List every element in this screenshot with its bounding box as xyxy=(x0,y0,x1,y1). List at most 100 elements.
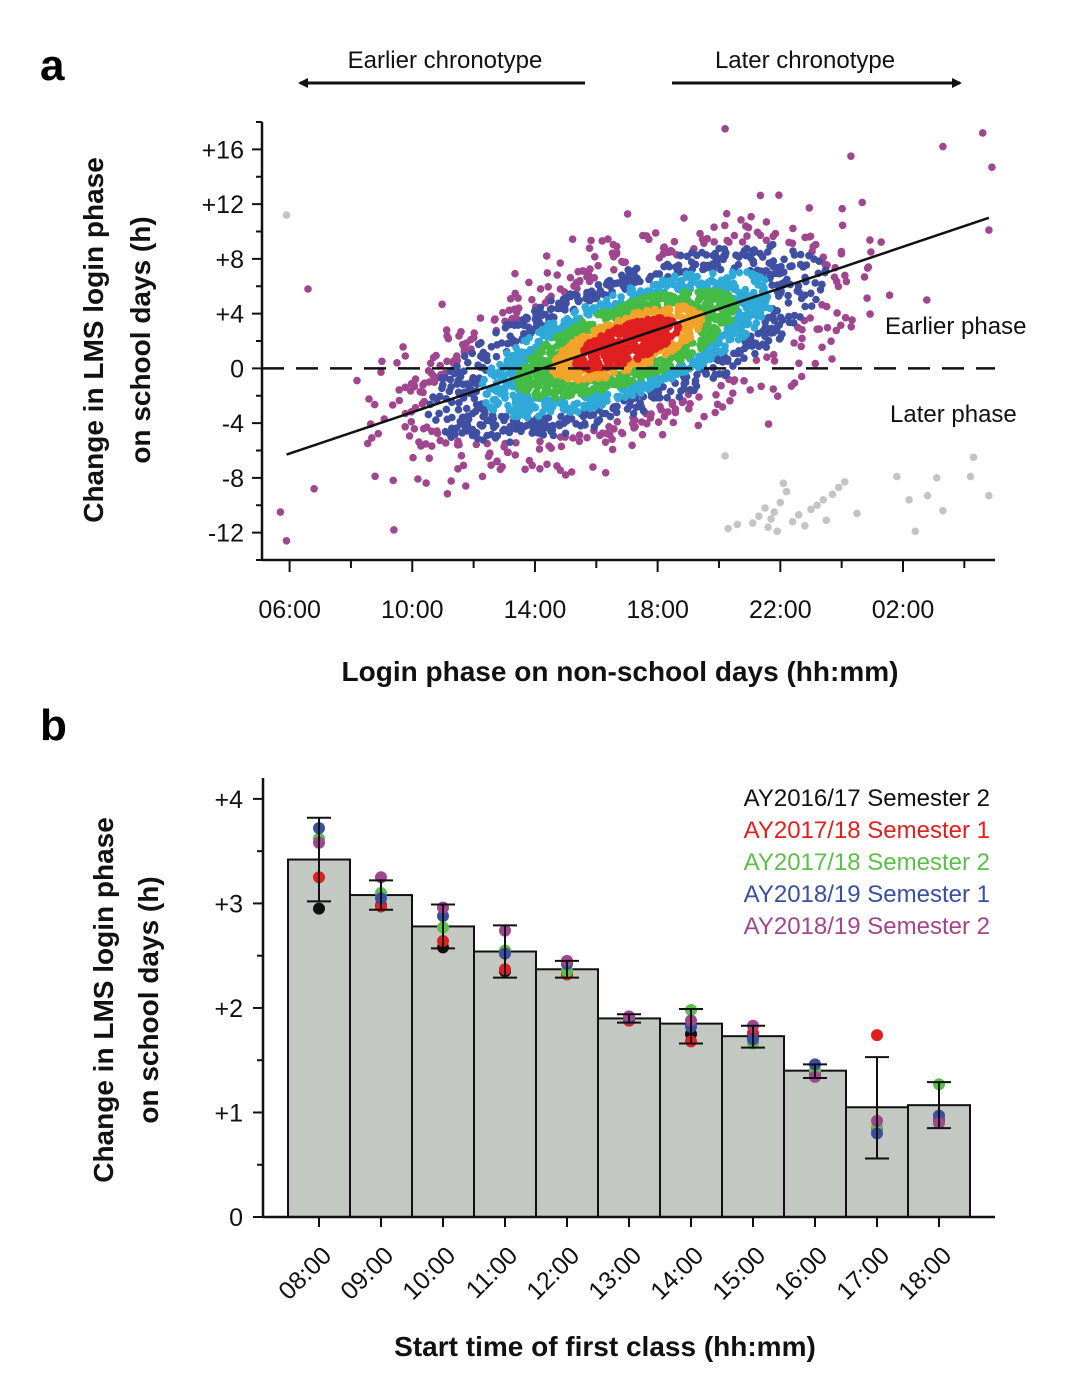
scatter-point xyxy=(754,329,762,338)
scatter-point xyxy=(598,237,606,245)
scatter-point xyxy=(459,461,468,470)
scatter-point xyxy=(395,396,404,405)
outlier-point xyxy=(985,491,993,500)
scatter-point xyxy=(686,386,694,394)
scatter-point xyxy=(525,456,534,465)
scatter-point xyxy=(655,270,664,278)
scatter-point xyxy=(454,437,462,446)
scatter-point xyxy=(651,229,660,237)
scatter-point xyxy=(521,465,529,474)
scatter-point xyxy=(805,204,814,212)
scatter-point xyxy=(523,315,531,323)
scatter-point xyxy=(769,232,777,241)
scatter-point xyxy=(797,342,805,351)
scatter-point xyxy=(528,295,536,304)
scatter-point xyxy=(566,273,575,282)
outlier-point xyxy=(840,478,849,486)
panel-b-x-tick-label: 15:00 xyxy=(707,1241,771,1305)
scatter-point xyxy=(645,275,653,284)
scatter-point xyxy=(735,268,744,277)
scatter-point xyxy=(877,238,885,246)
scatter-point xyxy=(490,316,499,324)
scatter-point xyxy=(797,372,806,381)
scatter-point xyxy=(717,319,725,327)
scatter-point xyxy=(587,236,595,245)
panel-b-label: b xyxy=(40,701,67,750)
panel-b-x-tick-label: 11:00 xyxy=(461,1241,524,1304)
scatter-point xyxy=(493,432,502,440)
scatter-point xyxy=(435,409,443,418)
scatter-point xyxy=(740,377,748,385)
scatter-point xyxy=(738,238,747,246)
scatter-point xyxy=(702,251,711,259)
scatter-point xyxy=(555,420,563,428)
bar xyxy=(535,968,599,1218)
scatter-point xyxy=(591,252,599,261)
scatter-point xyxy=(790,311,799,320)
scatter-point xyxy=(666,387,675,396)
scatter-point xyxy=(561,306,569,314)
scatter-point xyxy=(693,370,701,379)
scatter-point xyxy=(575,431,584,439)
scatter-point xyxy=(713,400,722,409)
scatter-point xyxy=(550,388,559,396)
scatter-point xyxy=(740,354,748,363)
panel-b-x-tick-label: 18:00 xyxy=(893,1241,957,1305)
scatter-point xyxy=(694,296,703,305)
scatter-point xyxy=(756,191,765,200)
scatter-point xyxy=(847,323,855,331)
scatter-point xyxy=(939,142,947,151)
scatter-point xyxy=(680,214,688,222)
scatter-point xyxy=(601,315,610,324)
scatter-point xyxy=(410,382,419,391)
scatter-point xyxy=(678,333,686,342)
scatter-point xyxy=(598,429,607,438)
panel-a-x-tick-label: 14:00 xyxy=(504,596,567,624)
scatter-point xyxy=(613,242,621,251)
scatter-point xyxy=(472,440,481,449)
scatter-point xyxy=(670,237,679,246)
scatter-point xyxy=(752,319,760,328)
regression-line xyxy=(286,216,990,456)
scatter-point xyxy=(695,393,703,401)
scatter-point xyxy=(613,418,622,426)
scatter-point xyxy=(468,425,477,434)
scatter-point xyxy=(410,425,419,433)
scatter-point xyxy=(790,251,799,259)
scatter-point xyxy=(282,537,291,545)
bar xyxy=(721,1035,785,1219)
scatter-point xyxy=(443,357,451,366)
earlier-phase-label: Earlier phase xyxy=(885,313,1026,340)
scatter-point xyxy=(729,389,737,398)
scatter-point xyxy=(764,313,773,322)
outlier-point xyxy=(966,472,975,481)
scatter-point xyxy=(623,210,632,218)
scatter-point xyxy=(374,429,383,438)
scatter-point xyxy=(636,399,644,407)
scatter-point xyxy=(564,414,572,422)
scatter-point xyxy=(503,448,512,457)
scatter-point xyxy=(426,359,435,368)
scatter-point xyxy=(409,453,417,462)
scatter-point xyxy=(415,438,423,446)
scatter-point xyxy=(407,418,416,426)
scatter-point xyxy=(768,281,776,289)
scatter-point xyxy=(567,292,575,301)
later-chronotype-label: Later chronotype xyxy=(715,47,895,74)
scatter-point xyxy=(756,231,765,240)
scatter-point xyxy=(848,316,856,324)
scatter-point xyxy=(645,235,653,244)
scatter-point xyxy=(514,321,522,329)
scatter-point xyxy=(462,482,470,490)
scatter-point xyxy=(773,281,782,289)
scatter-point xyxy=(516,421,525,430)
scatter-point xyxy=(574,297,583,306)
scatter-point xyxy=(476,420,485,429)
scatter-point xyxy=(553,271,561,279)
scatter-point xyxy=(751,349,759,358)
scatter-point xyxy=(734,357,742,366)
scatter-point xyxy=(525,278,533,287)
scatter-point xyxy=(438,300,446,309)
scatter-point xyxy=(448,413,456,422)
scatter-point xyxy=(838,204,846,213)
